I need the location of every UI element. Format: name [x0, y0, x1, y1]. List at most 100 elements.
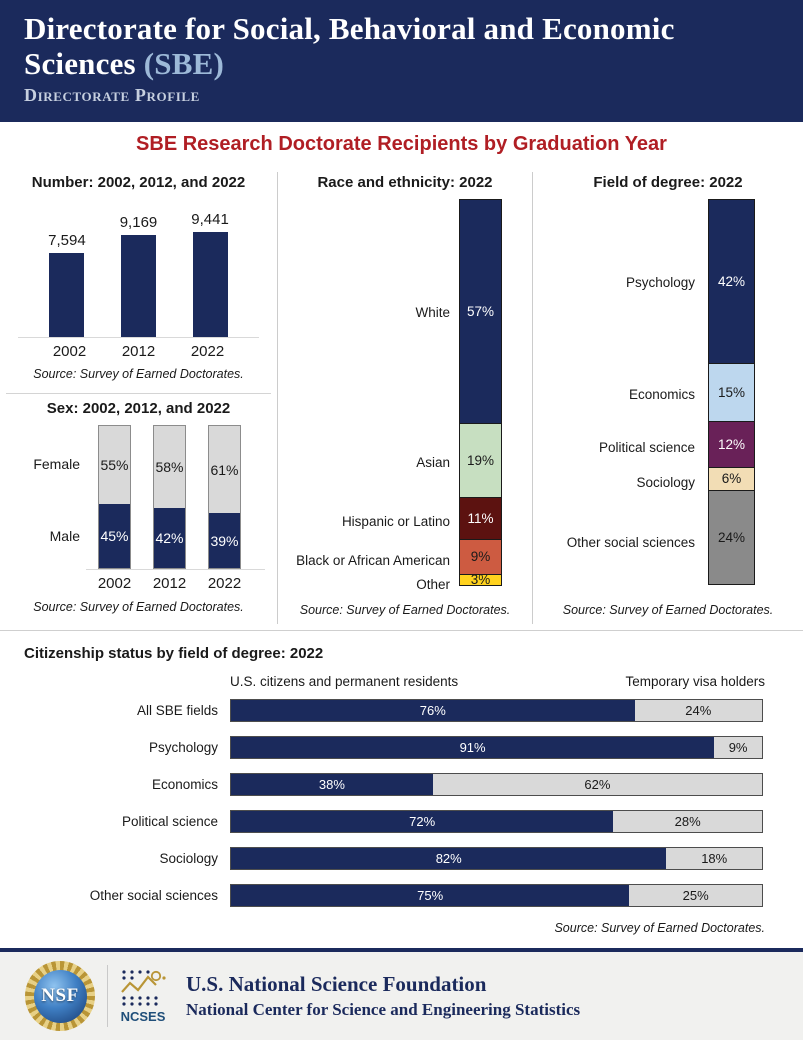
footer-org-line2: National Center for Science and Engineer… [186, 1000, 581, 1019]
row-label: Sociology [159, 851, 218, 866]
bar-segment: 3% [459, 573, 502, 587]
stacked-bar-horizontal: 75% 25% [230, 884, 763, 907]
stacked-column: 57% 19% 11% 9% 3% [459, 199, 502, 587]
ncses-logo: NCSES [120, 969, 166, 1024]
panel-divider-left [277, 172, 278, 624]
bar-segment: 24% [708, 490, 755, 585]
us-citizens-segment: 38% [231, 774, 433, 795]
us-citizens-segment: 75% [231, 885, 630, 906]
citizenship-row: Economics 38% 62% [0, 773, 803, 796]
x-axis-label: 2022 [190, 343, 225, 360]
panel-number-and-sex: Number: 2002, 2012, and 2022 7,594 9,169 9… [0, 168, 277, 614]
nsf-logo-text: NSF [41, 985, 79, 1006]
bar-group: 7,594 [48, 232, 86, 337]
number-source-note: Source: Survey of Earned Doctorates. [33, 367, 244, 381]
stacked-bar: 61% 39% [208, 425, 241, 569]
segment-label: Other social sciences [566, 534, 695, 550]
panel-race-ethnicity: Race and ethnicity: 2022 57% 19% 11% 9% 3% Wh… [278, 168, 532, 617]
female-segment: 58% [154, 426, 185, 508]
x-axis-label: 2012 [121, 343, 156, 360]
stacked-bar-horizontal: 91% 9% [230, 736, 763, 759]
sex-source-note: Source: Survey of Earned Doctorates. [33, 600, 244, 614]
temporary-visa-segment: 25% [629, 885, 762, 906]
us-citizens-segment: 82% [231, 848, 667, 869]
stacked-bar: 58% 42% [153, 425, 186, 569]
stacked-bar-horizontal: 72% 28% [230, 810, 763, 833]
bar-value-label: 7,594 [48, 232, 86, 249]
sex-chart-title: Sex: 2002, 2012, and 2022 [46, 400, 231, 417]
row-label: Psychology [148, 740, 218, 755]
segment-label: Sociology [636, 475, 695, 490]
legend-us-citizens: U.S. citizens and permanent residents [230, 674, 459, 689]
bar-group: 9,169 [119, 214, 158, 337]
citizenship-rows: All SBE fields 76% 24% Psychology 91% 9% Econo… [0, 699, 803, 907]
male-segment: 39% [209, 513, 240, 568]
female-segment: 61% [209, 426, 240, 513]
x-axis-label: 2012 [152, 575, 187, 592]
ncses-logo-text: NCSES [120, 1008, 166, 1024]
bar-value-label: 9,441 [191, 211, 229, 228]
row-label: Political science [121, 814, 218, 829]
panel-divider-right [532, 172, 533, 624]
stacked-bar-horizontal: 76% 24% [230, 699, 763, 722]
race-source-note: Source: Survey of Earned Doctorates. [299, 603, 511, 617]
field-of-degree-chart: 42% 15% 12% 6% 24% Psychology Economics Politic… [533, 191, 803, 596]
footer: NSF NCSES U.S. National Science Foundati… [0, 948, 803, 1040]
bar-segment: 12% [708, 421, 755, 468]
bar-value-label: 9,169 [119, 214, 158, 231]
bar-segment: 57% [459, 199, 502, 424]
citizenship-section: Citizenship status by field of degree: 2… [0, 630, 803, 935]
temporary-visa-segment: 9% [714, 737, 762, 758]
x-axis-label: 2022 [207, 575, 242, 592]
x-axis-line [86, 569, 265, 570]
segment-label: Asian [416, 454, 450, 470]
field-source-note: Source: Survey of Earned Doctorates. [562, 603, 774, 617]
legend-temporary-visa: Temporary visa holders [625, 674, 765, 689]
temporary-visa-segment: 62% [432, 774, 762, 795]
footer-org-text: U.S. National Science Foundation Nationa… [186, 972, 580, 1020]
citizenship-row: Psychology 91% 9% [0, 736, 803, 759]
page-title-main: Directorate for Social, Behavioral and E… [24, 11, 675, 82]
temporary-visa-segment: 18% [666, 848, 762, 869]
number-bars: 7,594 9,169 9,441 [18, 199, 259, 338]
segment-label: White [415, 304, 450, 320]
bar-segment: 42% [708, 199, 755, 364]
bar-group: 9,441 [191, 211, 229, 337]
x-axis-label: 2002 [97, 575, 132, 592]
us-citizens-segment: 76% [231, 700, 635, 721]
us-citizens-segment: 72% [231, 811, 614, 832]
citizenship-row: All SBE fields 76% 24% [0, 699, 803, 722]
page-title-accent: (SBE) [143, 46, 224, 82]
report-title: SBE Research Doctorate Recipients by Gra… [136, 133, 667, 155]
number-chart: 7,594 9,169 9,441 2002 2012 2022 Source: Sur… [0, 199, 277, 381]
bar [192, 232, 228, 337]
race-ethnicity-chart: 57% 19% 11% 9% 3% White Asian Hispanic or Latin… [278, 191, 532, 596]
stacked-bar-horizontal: 82% 18% [230, 847, 763, 870]
panel-field-of-degree: Field of degree: 2022 42% 15% 12% 6% 24% Psyc… [533, 168, 803, 617]
nsf-logo: NSF [25, 961, 95, 1031]
nsf-globe-icon: NSF [33, 969, 87, 1023]
stacked-bar-horizontal: 38% 62% [230, 773, 763, 796]
citizenship-title: Citizenship status by field of degree: 2… [24, 645, 324, 662]
segment-label: Black or African American [296, 553, 450, 568]
section-divider [6, 393, 271, 394]
x-axis-label: 2002 [52, 343, 87, 360]
row-label: All SBE fields [136, 703, 218, 718]
footer-org-line1: U.S. National Science Foundation [186, 972, 487, 996]
temporary-visa-segment: 24% [634, 700, 762, 721]
citizenship-legend: U.S. citizens and permanent residents Te… [0, 674, 803, 694]
male-segment: 42% [154, 508, 185, 568]
segment-label: Other [416, 577, 450, 592]
female-segment: 55% [99, 426, 130, 504]
bar-segment: 6% [708, 467, 755, 491]
stacked-column: 42% 15% 12% 6% 24% [708, 199, 755, 585]
segment-label: Psychology [625, 274, 695, 290]
us-citizens-segment: 91% [231, 737, 715, 758]
bar-segment: 15% [708, 363, 755, 422]
series-label-male: Male [49, 528, 80, 544]
segment-label: Political science [598, 439, 695, 455]
footer-divider [107, 965, 108, 1027]
number-chart-title: Number: 2002, 2012, and 2022 [31, 174, 246, 191]
row-label: Other social sciences [89, 888, 218, 903]
